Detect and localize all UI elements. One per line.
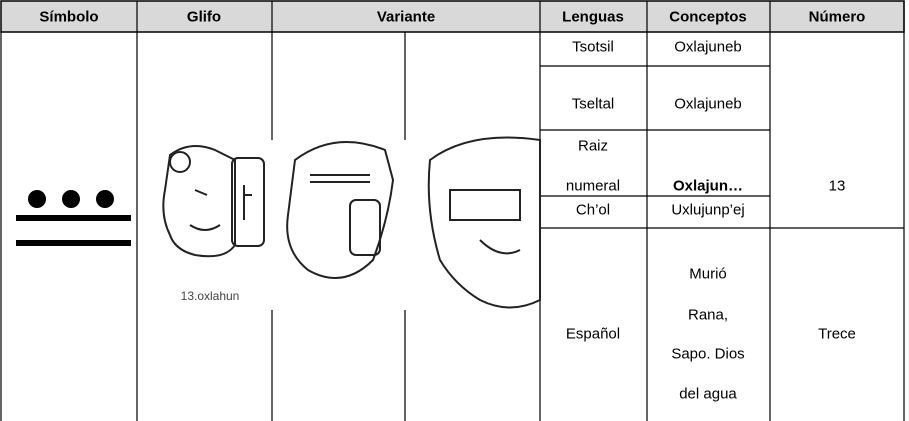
concept: Sapo. Dios bbox=[671, 345, 745, 363]
concept: Oxlajun… bbox=[672, 177, 744, 195]
glyph-drawings bbox=[162, 136, 541, 309]
header-cell: Número bbox=[808, 8, 866, 26]
glyph-caption: 13.oxlahun bbox=[180, 289, 240, 303]
concept: Murió bbox=[689, 265, 727, 283]
header-cell: Conceptos bbox=[669, 8, 747, 26]
concept: Uxlujunp’ej bbox=[671, 201, 745, 219]
concept: Rana, bbox=[687, 306, 729, 324]
header-cell: Lenguas bbox=[562, 8, 624, 26]
header-cell: Glifo bbox=[186, 8, 222, 26]
language: Ch’ol bbox=[575, 201, 611, 219]
language: Raiz bbox=[577, 137, 609, 155]
language: Tsotsil bbox=[572, 38, 614, 56]
header-cell: Símbolo bbox=[39, 8, 99, 26]
language: Tseltal bbox=[571, 95, 615, 113]
number: 13 bbox=[828, 177, 846, 195]
concept: Oxlajuneb bbox=[674, 95, 742, 113]
numeral-symbol bbox=[16, 190, 131, 246]
number: Trece bbox=[818, 325, 856, 343]
concept: Oxlajuneb bbox=[674, 38, 742, 56]
header-bg bbox=[0, 0, 905, 33]
language: numeral bbox=[565, 177, 621, 195]
header-cell: Variante bbox=[376, 8, 436, 26]
concept: del agua bbox=[679, 385, 737, 403]
language: Español bbox=[565, 325, 621, 343]
